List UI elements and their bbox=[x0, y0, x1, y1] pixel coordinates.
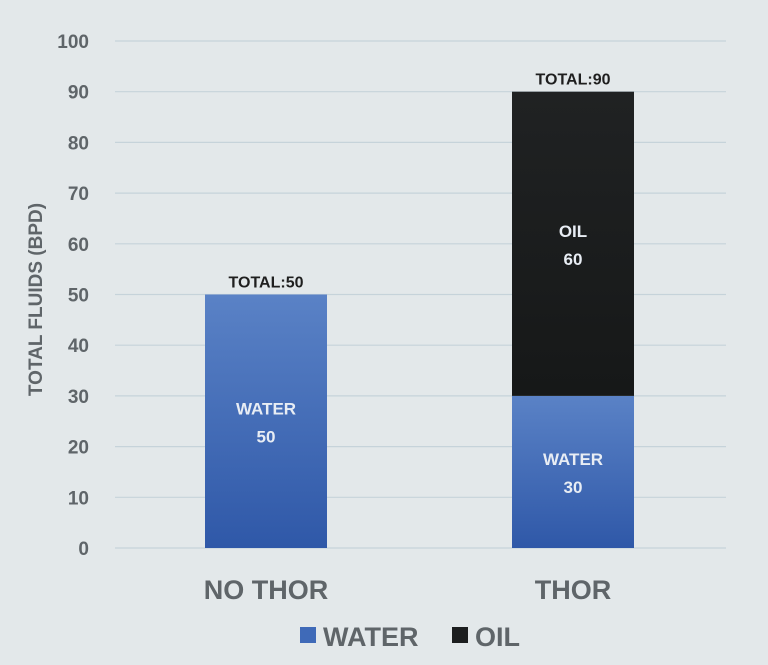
segment-value: 30 bbox=[564, 478, 583, 497]
legend-swatch-oil bbox=[452, 627, 468, 643]
y-axis-title: TOTAL FLUIDS (BPD) bbox=[26, 203, 47, 396]
bar-segment-water bbox=[512, 395, 634, 548]
x-category-label: NO THOR bbox=[204, 575, 329, 605]
segment-label: WATER bbox=[236, 399, 296, 418]
y-tick-label: 90 bbox=[68, 83, 89, 104]
legend-label: WATER bbox=[323, 622, 419, 652]
y-tick-label: 100 bbox=[57, 32, 89, 53]
y-tick-label: 80 bbox=[68, 133, 89, 154]
x-category-label: THOR bbox=[535, 575, 612, 605]
legend-label: OIL bbox=[475, 622, 520, 652]
y-tick-label: 0 bbox=[78, 539, 89, 560]
bar-total-label: TOTAL:90 bbox=[536, 72, 611, 89]
y-tick-label: 40 bbox=[68, 336, 89, 357]
y-tick-label: 70 bbox=[68, 184, 89, 205]
legend-swatch-water bbox=[300, 627, 316, 643]
bar-total-label: TOTAL:50 bbox=[229, 275, 304, 292]
segment-value: 60 bbox=[564, 250, 583, 269]
y-tick-label: 10 bbox=[68, 488, 89, 509]
y-tick-label: 30 bbox=[68, 387, 89, 408]
bar-segment-oil bbox=[512, 91, 634, 396]
y-tick-label: 20 bbox=[68, 438, 89, 459]
bar-segment-water bbox=[205, 294, 327, 548]
y-tick-label: 60 bbox=[68, 235, 89, 256]
segment-label: OIL bbox=[559, 222, 587, 241]
segment-value: 50 bbox=[257, 427, 276, 446]
y-tick-label: 50 bbox=[68, 286, 89, 307]
segment-label: WATER bbox=[543, 450, 603, 469]
